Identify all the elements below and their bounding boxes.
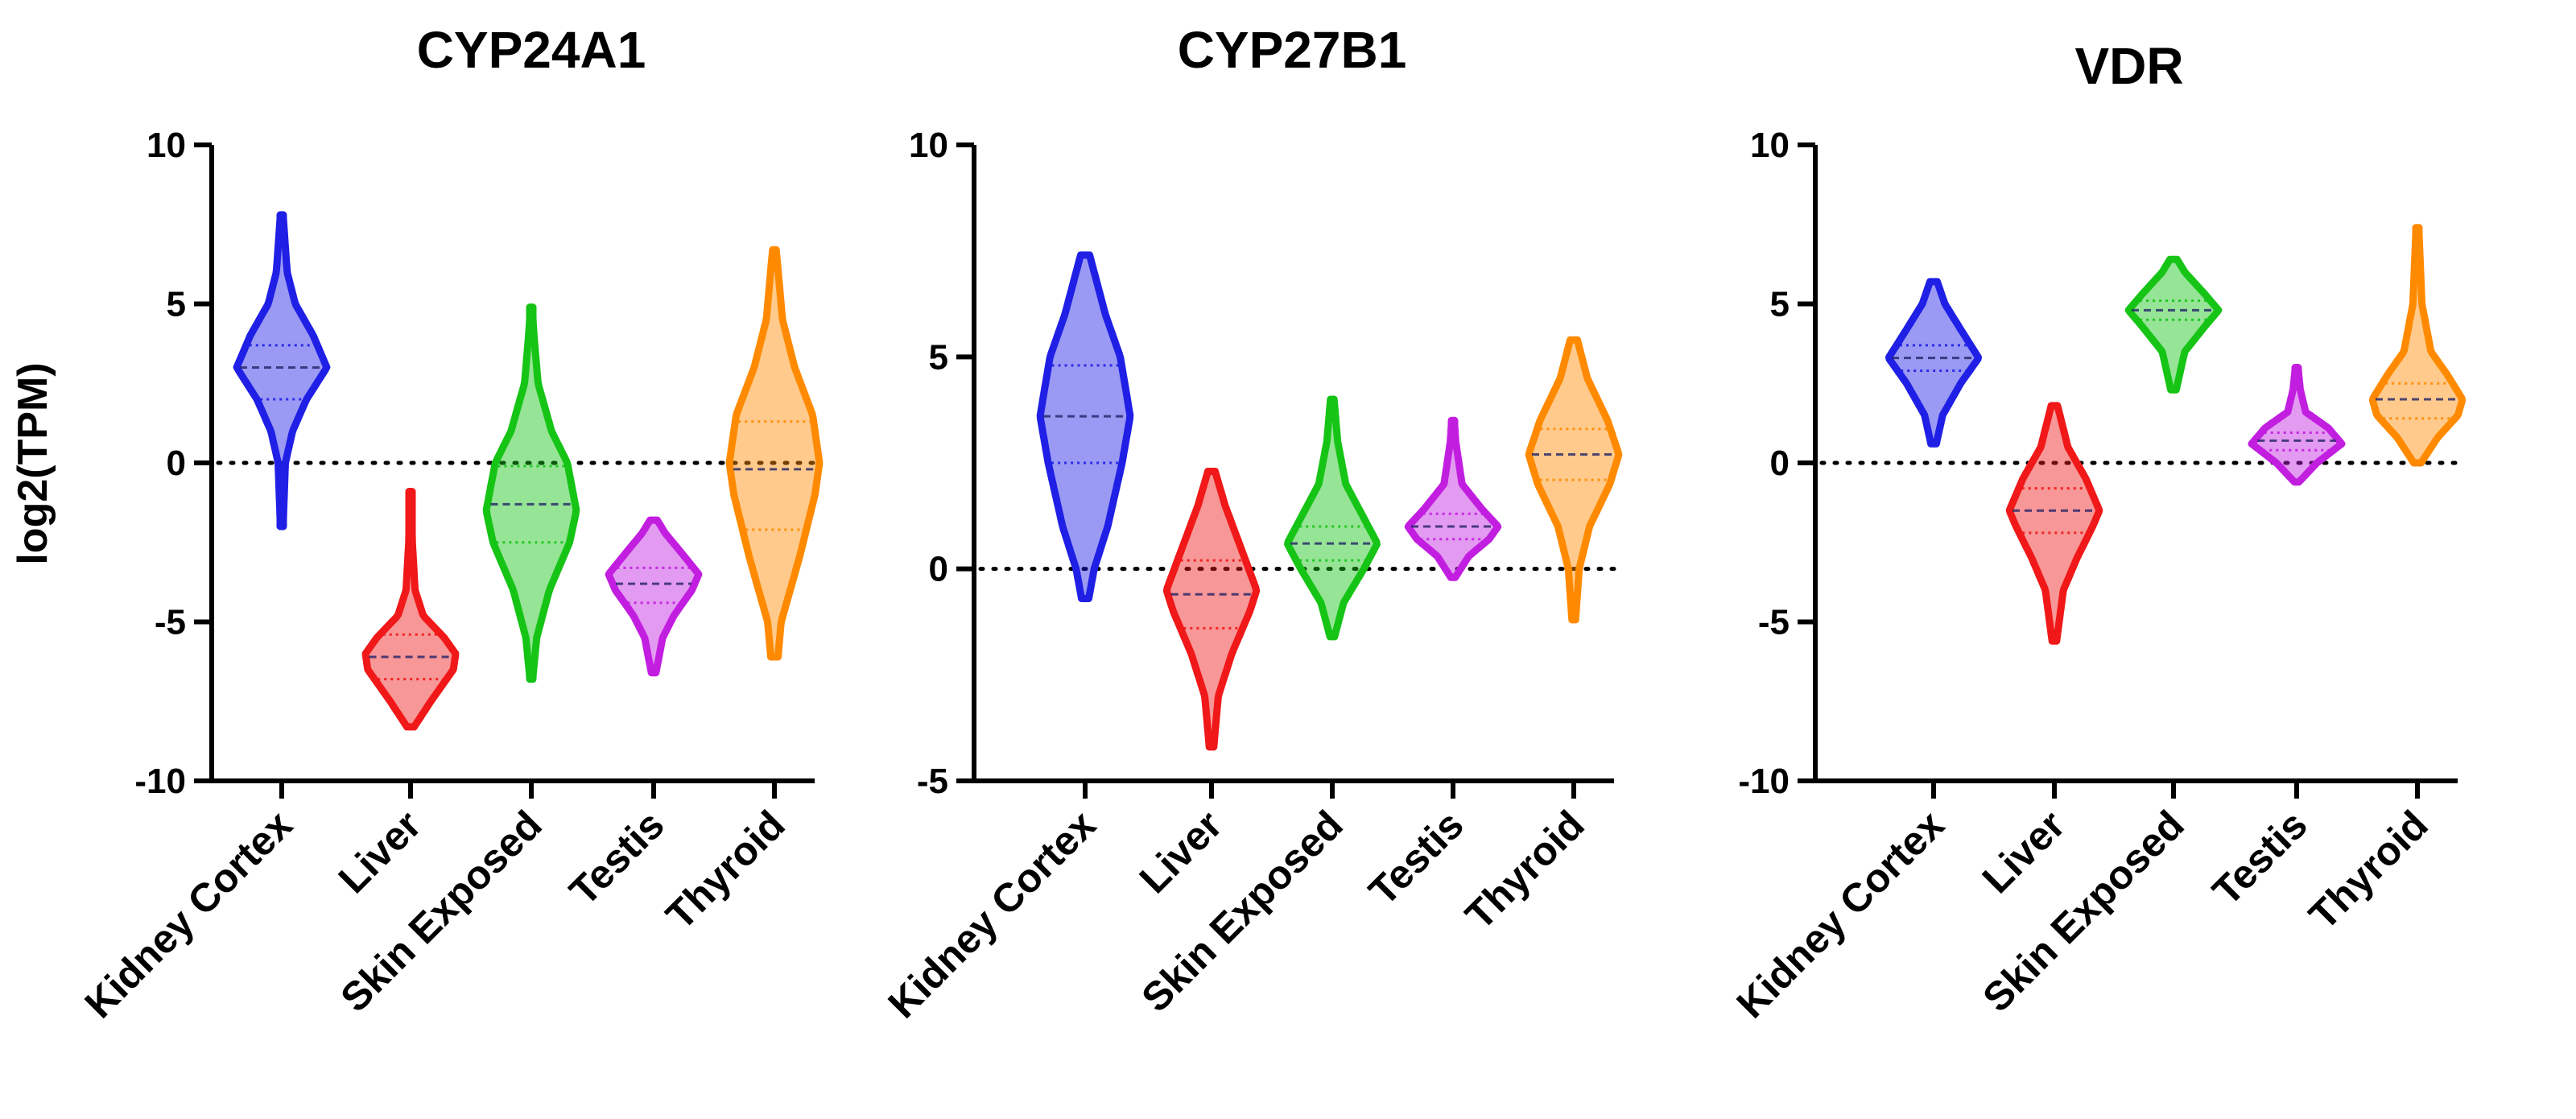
x-tick-label: Kidney Cortex [76,802,300,1026]
y-tick-label: -10 [134,762,186,801]
x-tick-label: Thyroid [2301,802,2437,938]
panel-title: VDR [2074,37,2183,95]
y-axis-title: log2(TPM) [10,362,56,564]
y-tick-label: 10 [147,126,186,165]
violin-body [2124,255,2223,394]
violin-body [2248,364,2346,486]
y-tick-label: -5 [917,762,948,801]
violin-body [1404,416,1502,581]
x-tick-label: Kidney Cortex [879,802,1104,1026]
violin-skin-exposed [1284,395,1381,641]
y-tick-label: 5 [1770,285,1790,324]
violin-body [1162,468,1261,751]
x-tick-label: Thyroid [658,802,794,938]
violin-body [725,246,824,661]
x-tick-label: Liver [1974,802,2074,902]
violin-kidney-cortex [1885,278,1982,448]
y-tick-label: 10 [1750,126,1790,165]
violin-body [482,303,580,683]
violin-liver [1162,468,1261,751]
x-tick-label: Liver [1131,802,1231,902]
x-tick-label: Testis [561,802,673,914]
violin-testis [605,516,703,677]
y-tick-label: 0 [929,550,948,589]
violin-testis [2248,364,2346,486]
y-axis: -10 -5 0 5 10 [1738,126,1818,801]
violin-body [2005,402,2103,645]
x-tick-label: Testis [1360,802,1472,914]
x-tick-label: Thyroid [1457,802,1593,938]
violin-body [605,516,703,677]
violin-testis [1404,416,1502,581]
violin-body [361,488,460,731]
panel-title: CYP24A1 [417,21,646,79]
y-axis: -10 -5 0 5 10 [134,126,214,801]
x-tick-label: Liver [330,802,430,902]
y-tick-label: -5 [1758,603,1790,642]
panel-title: CYP27B1 [1178,21,1407,79]
violin-body [1284,395,1381,641]
y-tick-label: -10 [1738,762,1790,801]
y-tick-label: 10 [909,126,948,165]
violin-liver [361,488,460,731]
y-tick-label: 5 [929,337,948,377]
x-tick-label: Testis [2204,802,2316,914]
y-axis: -5 0 5 10 [909,126,976,801]
violin-body [233,211,331,531]
violin-kidney-cortex [1036,251,1134,602]
violin-thyroid [1525,336,1623,624]
violin-thyroid [725,246,824,661]
violin-skin-exposed [482,303,580,683]
y-tick-label: 5 [167,285,186,324]
violin-body [1885,278,1982,448]
violin-skin-exposed [2124,255,2223,394]
y-tick-label: 0 [167,444,186,483]
violin-thyroid [2368,224,2467,467]
x-tick-label: Kidney Cortex [1728,802,1952,1026]
violin-liver [2005,402,2103,645]
violin-kidney-cortex [233,211,331,531]
violin-body [1036,251,1134,602]
y-tick-label: 0 [1770,444,1790,483]
violin-body [2368,224,2467,467]
x-tick-label: Skin Exposed [1974,802,2192,1020]
y-tick-label: -5 [155,603,186,642]
